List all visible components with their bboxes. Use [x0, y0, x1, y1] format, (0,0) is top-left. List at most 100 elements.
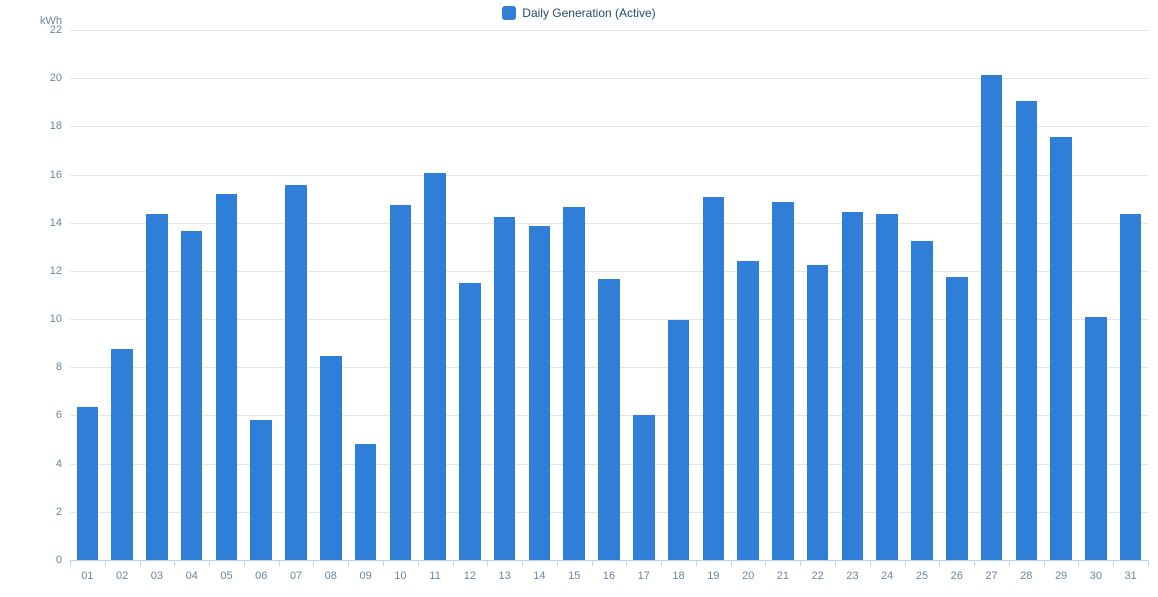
x-tick-label: 12 [464, 570, 476, 582]
bar[interactable] [772, 202, 794, 560]
x-tick-mark [140, 560, 141, 566]
x-tick-mark [487, 560, 488, 566]
x-tick-mark [835, 560, 836, 566]
x-tick-label: 09 [359, 570, 371, 582]
x-tick-label: 04 [186, 570, 198, 582]
bar[interactable] [1085, 317, 1107, 560]
x-tick-mark [974, 560, 975, 566]
bar[interactable] [459, 283, 481, 560]
y-tick-label: 8 [40, 361, 62, 373]
y-tick-label: 20 [40, 72, 62, 84]
x-tick-mark [905, 560, 906, 566]
x-tick-label: 27 [985, 570, 997, 582]
x-tick-mark [592, 560, 593, 566]
x-tick-mark [870, 560, 871, 566]
x-tick-mark [939, 560, 940, 566]
x-tick-label: 17 [638, 570, 650, 582]
x-tick-label: 30 [1090, 570, 1102, 582]
x-tick-label: 02 [116, 570, 128, 582]
bar[interactable] [320, 356, 342, 560]
x-tick-mark [522, 560, 523, 566]
y-tick-label: 22 [40, 24, 62, 36]
gridline [70, 30, 1148, 31]
x-tick-mark [348, 560, 349, 566]
bar[interactable] [250, 420, 272, 560]
bar[interactable] [77, 407, 99, 560]
x-tick-mark [765, 560, 766, 566]
x-tick-mark [313, 560, 314, 566]
plot-area [70, 30, 1148, 560]
x-tick-mark [209, 560, 210, 566]
bar[interactable] [876, 214, 898, 560]
x-tick-label: 31 [1124, 570, 1136, 582]
x-tick-label: 11 [429, 570, 440, 582]
bar[interactable] [111, 349, 133, 560]
bar[interactable] [703, 197, 725, 560]
bar[interactable] [946, 277, 968, 560]
bar[interactable] [216, 194, 238, 560]
x-tick-mark [383, 560, 384, 566]
daily-generation-chart: Daily Generation (Active) kWh 0246810121… [0, 0, 1158, 597]
x-tick-label: 15 [568, 570, 580, 582]
x-tick-mark [1078, 560, 1079, 566]
bar[interactable] [529, 226, 551, 560]
x-tick-label: 14 [533, 570, 545, 582]
legend-label: Daily Generation (Active) [522, 6, 655, 20]
x-tick-label: 10 [394, 570, 406, 582]
x-tick-mark [731, 560, 732, 566]
bar[interactable] [146, 214, 168, 560]
y-tick-label: 4 [40, 458, 62, 470]
bar[interactable] [633, 415, 655, 560]
x-tick-label: 20 [742, 570, 754, 582]
x-tick-label: 26 [951, 570, 963, 582]
y-tick-label: 10 [40, 313, 62, 325]
y-tick-label: 18 [40, 120, 62, 132]
bar[interactable] [737, 261, 759, 560]
x-tick-label: 22 [812, 570, 824, 582]
x-tick-mark [800, 560, 801, 566]
bar[interactable] [390, 205, 412, 560]
bar[interactable] [981, 75, 1003, 560]
x-tick-label: 13 [499, 570, 511, 582]
y-tick-label: 6 [40, 409, 62, 421]
x-tick-label: 19 [707, 570, 719, 582]
y-tick-label: 2 [40, 506, 62, 518]
bar[interactable] [1120, 214, 1142, 560]
x-tick-label: 03 [151, 570, 163, 582]
x-tick-mark [1009, 560, 1010, 566]
bar[interactable] [911, 241, 933, 560]
x-tick-label: 18 [672, 570, 684, 582]
bar[interactable] [668, 320, 690, 560]
bar[interactable] [181, 231, 203, 560]
bar[interactable] [842, 212, 864, 560]
x-tick-label: 25 [916, 570, 928, 582]
bar[interactable] [1016, 101, 1038, 560]
x-tick-label: 07 [290, 570, 302, 582]
y-tick-label: 0 [40, 554, 62, 566]
x-tick-label: 28 [1020, 570, 1032, 582]
bar[interactable] [494, 217, 516, 560]
y-tick-label: 16 [40, 169, 62, 181]
x-tick-label: 06 [255, 570, 267, 582]
x-tick-mark [557, 560, 558, 566]
bar[interactable] [285, 185, 307, 560]
bar[interactable] [1050, 137, 1072, 560]
bar[interactable] [563, 207, 585, 560]
x-tick-mark [626, 560, 627, 566]
x-tick-mark [1044, 560, 1045, 566]
bar[interactable] [355, 444, 377, 560]
bar[interactable] [424, 173, 446, 560]
x-tick-label: 29 [1055, 570, 1067, 582]
x-tick-label: 16 [603, 570, 615, 582]
chart-legend: Daily Generation (Active) [0, 6, 1158, 25]
x-axis-line [70, 560, 1148, 561]
legend-item[interactable]: Daily Generation (Active) [502, 6, 655, 20]
bar[interactable] [598, 279, 620, 560]
x-tick-mark [244, 560, 245, 566]
y-tick-label: 12 [40, 265, 62, 277]
bar[interactable] [807, 265, 829, 560]
x-tick-mark [174, 560, 175, 566]
x-tick-label: 05 [220, 570, 232, 582]
x-tick-mark [105, 560, 106, 566]
x-tick-mark [696, 560, 697, 566]
